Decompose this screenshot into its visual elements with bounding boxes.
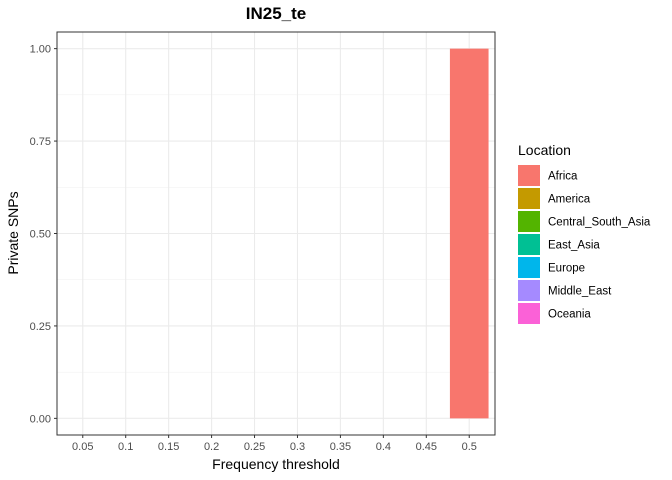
y-tick-label: 0.25	[30, 321, 51, 333]
bar-africa	[449, 48, 489, 419]
legend-label-central-south-asia: Central_South_Asia	[548, 217, 651, 229]
legend-key-europe	[518, 257, 540, 278]
legend-key-oceania	[518, 303, 540, 324]
y-tick-label: 0.00	[30, 413, 51, 425]
x-tick-label: 0.5	[462, 441, 477, 453]
y-axis-ticks: 0.00 0.25 0.50 0.75 1.00	[30, 44, 57, 425]
chart-title: IN25_te	[246, 4, 306, 23]
x-axis-title: Frequency threshold	[212, 456, 340, 472]
legend-label-middle-east: Middle_East	[548, 286, 612, 298]
legend: Location Africa America Central_South_Asia…	[518, 142, 651, 324]
y-tick-label: 0.75	[30, 136, 51, 148]
x-tick-label: 0.3	[290, 441, 305, 453]
x-tick-label: 0.4	[376, 441, 391, 453]
legend-label-africa: Africa	[548, 171, 578, 183]
legend-title: Location	[518, 142, 571, 158]
minor-gridlines	[57, 94, 495, 373]
x-tick-label: 0.05	[72, 441, 93, 453]
legend-label-east-asia: East_Asia	[548, 240, 600, 252]
x-tick-label: 0.2	[204, 441, 219, 453]
y-tick-label: 1.00	[30, 44, 51, 56]
legend-label-europe: Europe	[548, 263, 585, 275]
major-gridlines	[57, 32, 495, 435]
legend-label-america: America	[548, 194, 591, 206]
legend-label-oceania: Oceania	[548, 309, 591, 321]
x-tick-label: 0.45	[416, 441, 437, 453]
legend-key-central-south-asia	[518, 211, 540, 232]
legend-key-east-asia	[518, 234, 540, 255]
x-tick-label: 0.15	[158, 441, 179, 453]
legend-key-africa	[518, 165, 540, 186]
y-tick-label: 0.50	[30, 229, 51, 241]
legend-key-america	[518, 188, 540, 209]
x-tick-label: 0.35	[330, 441, 351, 453]
y-axis-title: Private SNPs	[5, 191, 21, 274]
x-axis-ticks: 0.05 0.1 0.15 0.2 0.25 0.3 0.35 0.4 0.45 0.5	[72, 435, 477, 453]
x-tick-label: 0.1	[118, 441, 133, 453]
x-tick-label: 0.25	[244, 441, 265, 453]
bars	[449, 48, 489, 419]
legend-key-middle-east	[518, 280, 540, 301]
